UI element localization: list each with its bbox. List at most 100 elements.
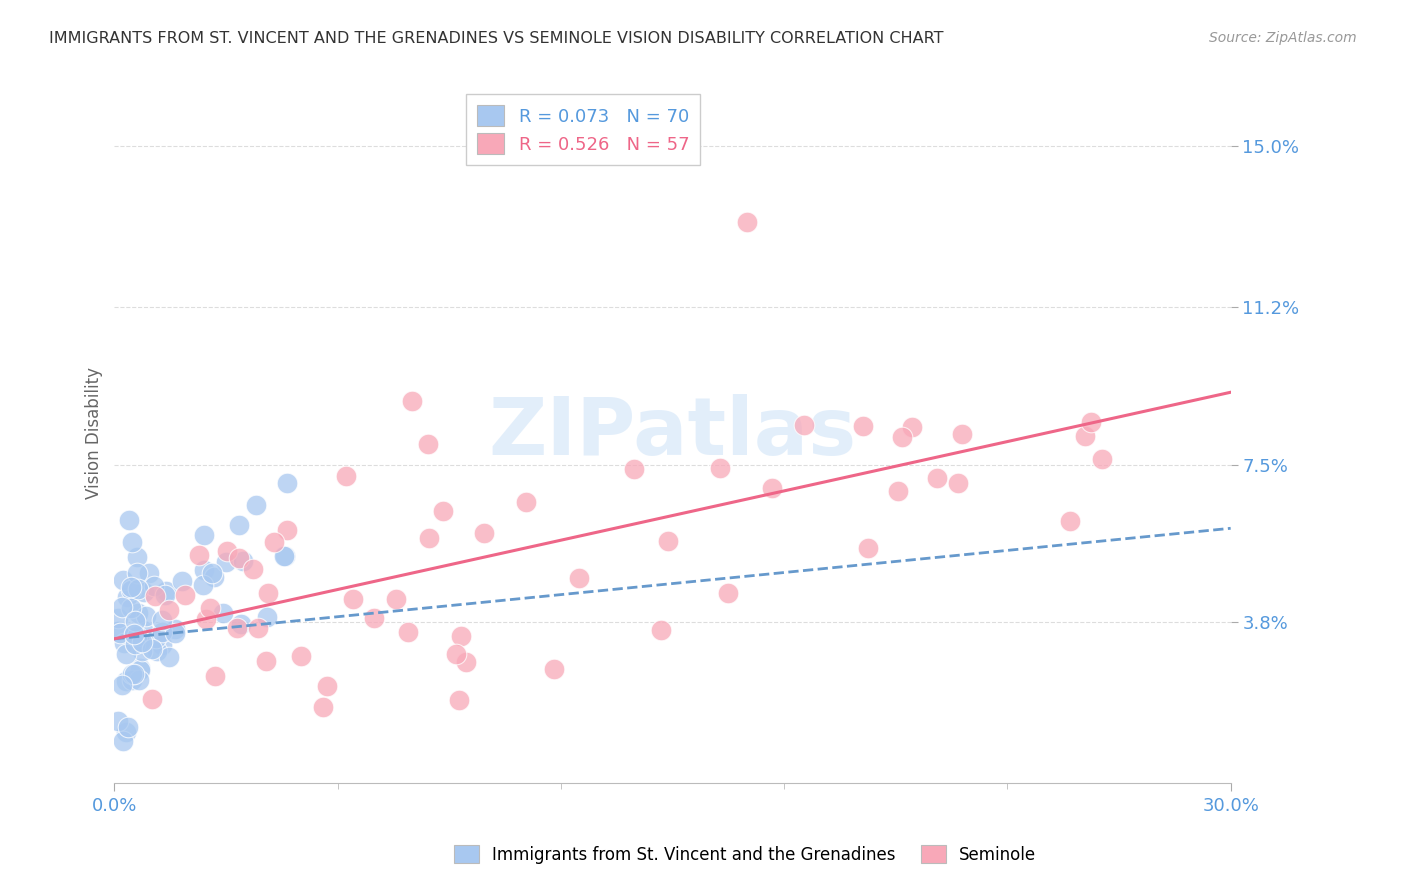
Text: ZIPatlas: ZIPatlas [488, 393, 856, 472]
Point [418, 532, 440, 546]
Point [432, 504, 454, 518]
Y-axis label: Vision Disability: Vision Disability [86, 367, 103, 499]
Point [228, 518, 250, 533]
Point [228, 550, 250, 565]
Text: Source: ZipAtlas.com: Source: ZipAtlas.com [1209, 31, 1357, 45]
Point [852, 418, 875, 433]
Point [543, 662, 565, 676]
Point [125, 632, 148, 646]
Point [121, 666, 143, 681]
Text: IMMIGRANTS FROM ST. VINCENT AND THE GRENADINES VS SEMINOLE VISION DISABILITY COR: IMMIGRANTS FROM ST. VINCENT AND THE GREN… [49, 31, 943, 46]
Point [246, 621, 269, 635]
Point [188, 549, 211, 563]
Point [118, 513, 141, 527]
Point [950, 427, 973, 442]
Point [1059, 514, 1081, 528]
Point [761, 481, 783, 495]
Point [193, 563, 215, 577]
Point [155, 584, 177, 599]
Point [112, 635, 135, 649]
Point [274, 549, 297, 563]
Point [138, 566, 160, 580]
Point [276, 523, 298, 537]
Point [273, 549, 295, 563]
Point [114, 725, 136, 739]
Point [143, 589, 166, 603]
Point [124, 614, 146, 628]
Point [890, 430, 912, 444]
Point [125, 549, 148, 564]
Point [316, 679, 339, 693]
Point [120, 582, 142, 597]
Point [112, 734, 135, 748]
Point [202, 570, 225, 584]
Point [568, 571, 591, 585]
Point [232, 554, 254, 568]
Point [290, 649, 312, 664]
Point [901, 420, 924, 434]
Point [120, 580, 142, 594]
Point [132, 585, 155, 599]
Point [111, 573, 134, 587]
Point [129, 663, 152, 677]
Point [657, 533, 679, 548]
Point [793, 417, 815, 432]
Point [124, 627, 146, 641]
Point [107, 714, 129, 728]
Point [263, 535, 285, 549]
Point [115, 673, 138, 688]
Point [121, 673, 143, 687]
Point [396, 625, 419, 640]
Point [132, 624, 155, 638]
Point [276, 476, 298, 491]
Point [226, 621, 249, 635]
Point [124, 637, 146, 651]
Point [127, 629, 149, 643]
Point [1091, 452, 1114, 467]
Point [157, 603, 180, 617]
Point [127, 606, 149, 620]
Point [172, 574, 194, 588]
Point [335, 468, 357, 483]
Point [946, 475, 969, 490]
Point [193, 528, 215, 542]
Point [887, 484, 910, 499]
Point [256, 586, 278, 600]
Point [115, 590, 138, 604]
Point [204, 669, 226, 683]
Point [121, 535, 143, 549]
Point [925, 471, 948, 485]
Point [120, 601, 142, 615]
Point [131, 635, 153, 649]
Point [135, 608, 157, 623]
Point [145, 643, 167, 657]
Point [623, 462, 645, 476]
Point [131, 644, 153, 658]
Point [128, 635, 150, 649]
Point [198, 601, 221, 615]
Point [115, 647, 138, 661]
Point [125, 566, 148, 580]
Point [215, 543, 238, 558]
Legend: Immigrants from St. Vincent and the Grenadines, Seminole: Immigrants from St. Vincent and the Gren… [447, 838, 1043, 871]
Point [401, 393, 423, 408]
Point [385, 592, 408, 607]
Point [515, 494, 537, 508]
Point [195, 612, 218, 626]
Legend: R = 0.073   N = 70, R = 0.526   N = 57: R = 0.073 N = 70, R = 0.526 N = 57 [467, 95, 700, 165]
Point [127, 582, 149, 597]
Point [141, 691, 163, 706]
Point [107, 624, 129, 638]
Point [447, 692, 470, 706]
Point [212, 606, 235, 620]
Point [363, 611, 385, 625]
Point [450, 629, 472, 643]
Point [1074, 429, 1097, 443]
Point [472, 525, 495, 540]
Point [107, 611, 129, 625]
Point [163, 626, 186, 640]
Point [735, 215, 758, 229]
Point [111, 600, 134, 615]
Point [150, 625, 173, 640]
Point [416, 437, 439, 451]
